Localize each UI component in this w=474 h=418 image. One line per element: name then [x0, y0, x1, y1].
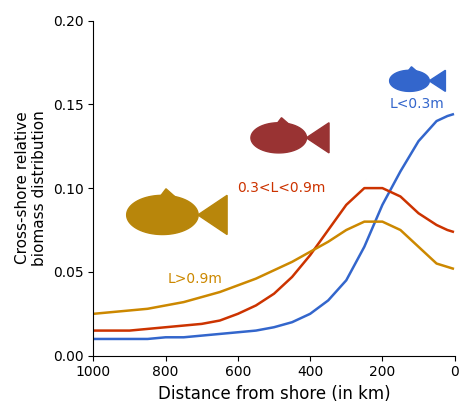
Polygon shape	[159, 189, 177, 198]
Polygon shape	[306, 123, 329, 153]
Polygon shape	[408, 67, 418, 72]
Text: 0.3<L<0.9m: 0.3<L<0.9m	[237, 181, 326, 195]
Polygon shape	[276, 118, 290, 125]
Polygon shape	[251, 123, 307, 153]
Polygon shape	[198, 195, 227, 234]
Polygon shape	[429, 70, 446, 92]
Text: L>0.9m: L>0.9m	[167, 272, 222, 286]
Y-axis label: Cross-shore relative
biomass distribution: Cross-shore relative biomass distributio…	[15, 110, 47, 266]
Polygon shape	[127, 195, 198, 234]
Polygon shape	[390, 70, 429, 92]
Text: L<0.3m: L<0.3m	[390, 97, 444, 111]
X-axis label: Distance from shore (in km): Distance from shore (in km)	[158, 385, 390, 403]
